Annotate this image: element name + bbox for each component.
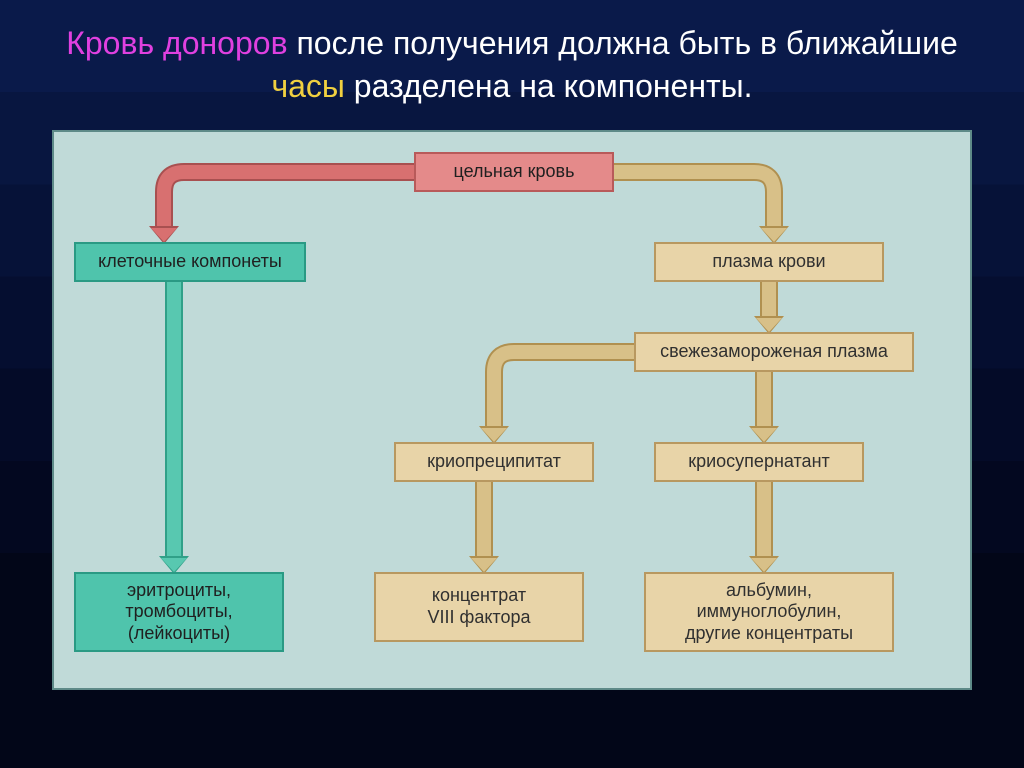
node-ffp: свежезамороженая плазма [634, 332, 914, 372]
slide-title: Кровь доноров после получения должна быт… [0, 0, 1024, 118]
node-plasma: плазма крови [654, 242, 884, 282]
blood-components-diagram: цельная кровь клеточные компонеты плазма к… [52, 130, 972, 690]
node-cryosupernatant: криосупернатант [654, 442, 864, 482]
node-whole_blood: цельная кровь [414, 152, 614, 192]
title-part-4: разделена на компоненты. [345, 68, 753, 104]
node-cryoprecipitate: криопреципитат [394, 442, 594, 482]
title-part-1: Кровь доноров [66, 25, 287, 61]
title-part-2: после получения должна быть в ближайшие [288, 25, 958, 61]
node-rbc: эритроциты, тромбоциты, (лейкоциты) [74, 572, 284, 652]
node-albumin: альбумин, иммуноглобулин, другие концент… [644, 572, 894, 652]
node-factor8: концентрат VIII фактора [374, 572, 584, 642]
node-cell_components: клеточные компонеты [74, 242, 306, 282]
title-part-3: часы [271, 68, 344, 104]
